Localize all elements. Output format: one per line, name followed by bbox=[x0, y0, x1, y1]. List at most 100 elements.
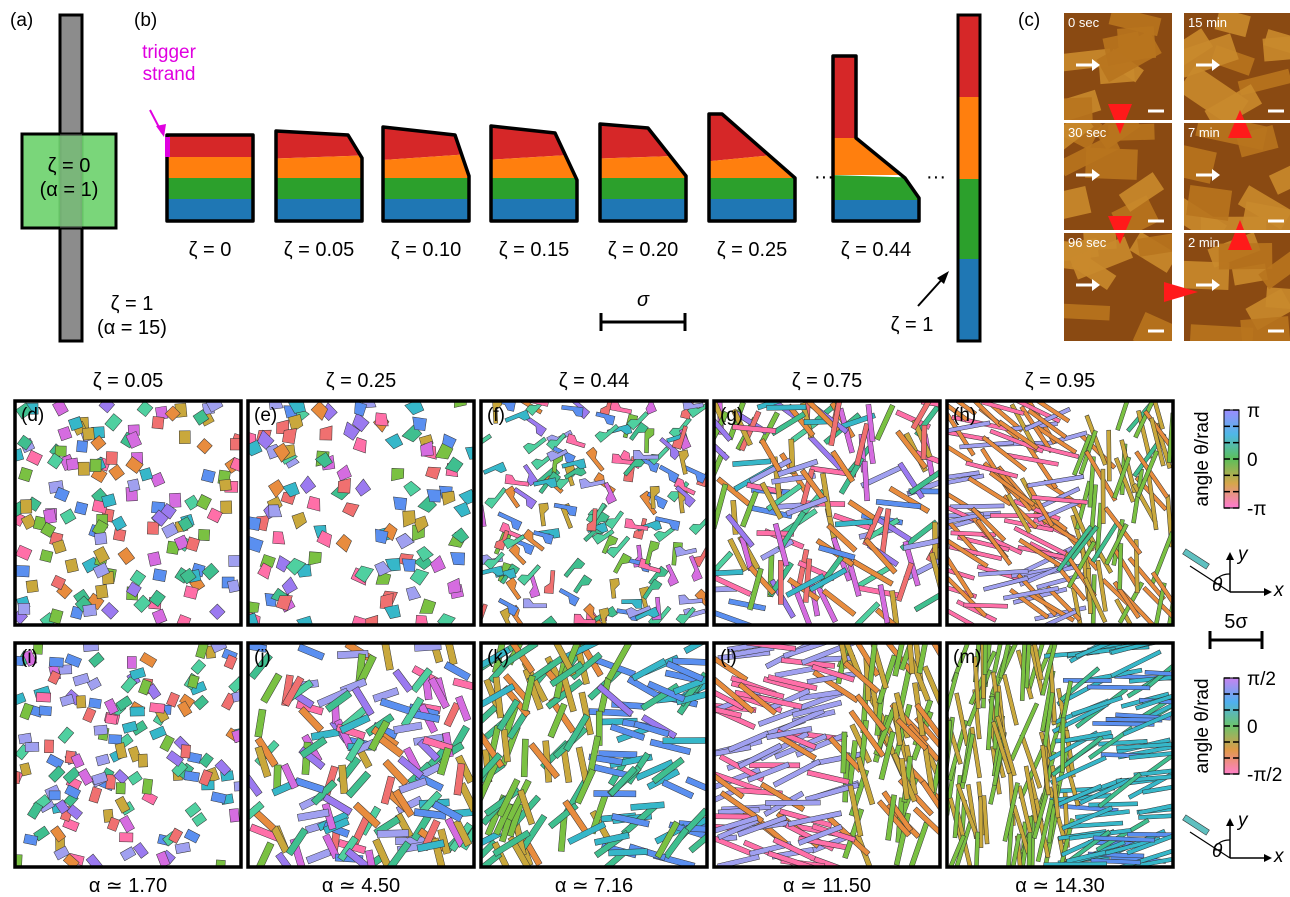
particle bbox=[885, 794, 897, 841]
particle bbox=[23, 833, 39, 846]
particle bbox=[737, 681, 778, 716]
particle bbox=[588, 753, 623, 766]
particle bbox=[714, 815, 759, 836]
particle bbox=[179, 567, 197, 585]
particle bbox=[282, 675, 305, 707]
particle bbox=[112, 528, 127, 542]
particle bbox=[403, 480, 422, 497]
particle bbox=[89, 458, 102, 472]
particle bbox=[594, 423, 619, 443]
particle bbox=[450, 552, 465, 566]
particle bbox=[914, 715, 940, 762]
particle bbox=[374, 412, 389, 427]
particle bbox=[416, 738, 441, 762]
top-row-title: ζ = 0.44 bbox=[559, 370, 630, 392]
particle bbox=[1072, 434, 1093, 476]
particle bbox=[15, 565, 30, 578]
particle bbox=[183, 770, 200, 783]
particle bbox=[127, 656, 137, 669]
particle bbox=[453, 819, 473, 847]
particle bbox=[354, 565, 375, 583]
particle bbox=[671, 425, 688, 450]
particle bbox=[380, 643, 394, 671]
colorbar-top: π 0 -π angle θ/rad bbox=[1192, 401, 1266, 520]
particle bbox=[397, 755, 424, 780]
panel-label: (h) bbox=[953, 405, 976, 426]
particle bbox=[17, 602, 31, 615]
particle bbox=[257, 562, 272, 580]
particle bbox=[147, 551, 162, 567]
simulation-panel: (h) bbox=[945, 399, 1175, 627]
afm-image: 15 min bbox=[1184, 13, 1290, 121]
particle bbox=[427, 676, 450, 710]
particle bbox=[275, 595, 293, 611]
tile-shape bbox=[598, 122, 688, 223]
particle bbox=[570, 651, 603, 681]
particle bbox=[382, 758, 410, 787]
particle bbox=[53, 486, 70, 503]
afm-timestamp: 15 min bbox=[1188, 15, 1227, 30]
particle bbox=[15, 544, 33, 561]
particle bbox=[285, 557, 307, 576]
particle bbox=[947, 834, 966, 867]
particle bbox=[298, 706, 324, 733]
particle bbox=[57, 726, 75, 744]
particle bbox=[1087, 456, 1096, 508]
particle bbox=[654, 516, 681, 531]
particle bbox=[393, 721, 423, 734]
particle bbox=[420, 440, 434, 457]
particle bbox=[18, 732, 33, 745]
particle bbox=[192, 409, 210, 426]
panel-label: (e) bbox=[254, 405, 277, 426]
particle bbox=[949, 503, 1005, 510]
particle bbox=[1013, 525, 1068, 557]
particle bbox=[280, 763, 299, 790]
particle bbox=[1003, 585, 1060, 601]
rod-overlap bbox=[60, 134, 82, 228]
particle bbox=[654, 820, 680, 859]
panel-b: (b) trigger strand ··· ··· ζ = 0 ζ = 0.05… bbox=[134, 10, 982, 343]
particle bbox=[1056, 525, 1093, 573]
particle bbox=[1060, 717, 1066, 773]
particle bbox=[443, 702, 461, 728]
particle bbox=[630, 801, 665, 811]
particle bbox=[596, 683, 634, 717]
particle bbox=[840, 731, 848, 774]
particle bbox=[336, 464, 352, 482]
red-marker bbox=[1108, 104, 1132, 134]
particle bbox=[607, 765, 638, 797]
particle bbox=[521, 674, 536, 712]
particle bbox=[1092, 721, 1155, 727]
particle bbox=[757, 706, 801, 727]
particle bbox=[767, 674, 818, 692]
particle bbox=[119, 846, 137, 862]
particle bbox=[982, 643, 988, 675]
particle bbox=[48, 765, 66, 783]
particle bbox=[947, 535, 989, 569]
particle bbox=[27, 801, 44, 820]
axis-x-label: x bbox=[1273, 846, 1285, 867]
particle bbox=[441, 490, 456, 506]
particle bbox=[138, 678, 152, 696]
panel-a-label: (a) bbox=[10, 10, 33, 31]
particle bbox=[1016, 785, 1033, 834]
particle bbox=[453, 501, 471, 518]
particle bbox=[611, 813, 650, 828]
particle bbox=[862, 506, 884, 547]
particle bbox=[159, 734, 175, 753]
particle bbox=[1138, 798, 1173, 816]
particle bbox=[517, 564, 541, 586]
tile-shape bbox=[165, 133, 255, 223]
simulation-panel: (g) bbox=[712, 399, 942, 627]
particle bbox=[74, 501, 89, 516]
particle bbox=[125, 431, 142, 449]
particle bbox=[171, 760, 188, 778]
particle bbox=[372, 687, 400, 703]
particle bbox=[93, 724, 108, 736]
particle bbox=[351, 686, 375, 717]
particle bbox=[719, 790, 765, 824]
particle bbox=[16, 434, 33, 451]
particle bbox=[173, 534, 190, 551]
top-row-title: ζ = 0.75 bbox=[792, 370, 863, 392]
particle bbox=[248, 652, 273, 680]
